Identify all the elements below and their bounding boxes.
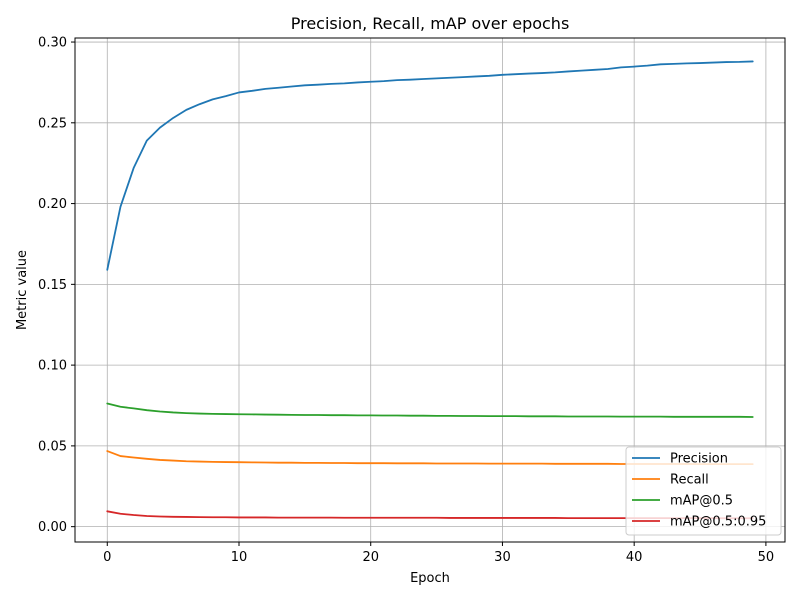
- y-tick-label: 0.10: [38, 359, 67, 374]
- series-line-precision: [106, 60, 754, 271]
- legend-label: mAP@0.5:0.95: [670, 515, 766, 530]
- y-tick-label: 0.25: [38, 116, 67, 131]
- x-tick-label: 40: [626, 550, 643, 565]
- x-tick-label: 30: [494, 550, 511, 565]
- legend-box: [625, 446, 782, 536]
- series-line-map-0-5: [106, 402, 754, 418]
- x-axis-label: Epoch: [410, 571, 450, 586]
- x-tick-label: 50: [758, 550, 775, 565]
- y-axis-label: Metric value: [15, 250, 30, 330]
- chart-title: Precision, Recall, mAP over epochs: [291, 14, 570, 33]
- y-tick-label: 0.15: [38, 278, 67, 293]
- y-tick-label: 0.30: [38, 36, 67, 51]
- x-tick-label: 20: [362, 550, 379, 565]
- legend: Precision Recall mAP@0.5 mAP@0.5:0.95: [625, 446, 782, 536]
- y-axis-ticks: 0.00 0.05 0.10 0.15 0.20 0.25 0.30: [38, 36, 75, 535]
- y-tick-label: 0.20: [38, 197, 67, 212]
- grid-lines: [75, 38, 785, 542]
- plot-frame: [74, 37, 786, 543]
- x-tick-label: 0: [103, 550, 111, 565]
- x-axis-ticks: 0 10 20 30 40 50: [103, 542, 774, 565]
- legend-label: mAP@0.5: [670, 494, 733, 509]
- y-tick-label: 0.00: [38, 520, 67, 535]
- legend-label: Precision: [670, 452, 728, 467]
- x-tick-label: 10: [231, 550, 248, 565]
- legend-label: Recall: [670, 473, 709, 488]
- y-tick-label: 0.05: [38, 439, 67, 454]
